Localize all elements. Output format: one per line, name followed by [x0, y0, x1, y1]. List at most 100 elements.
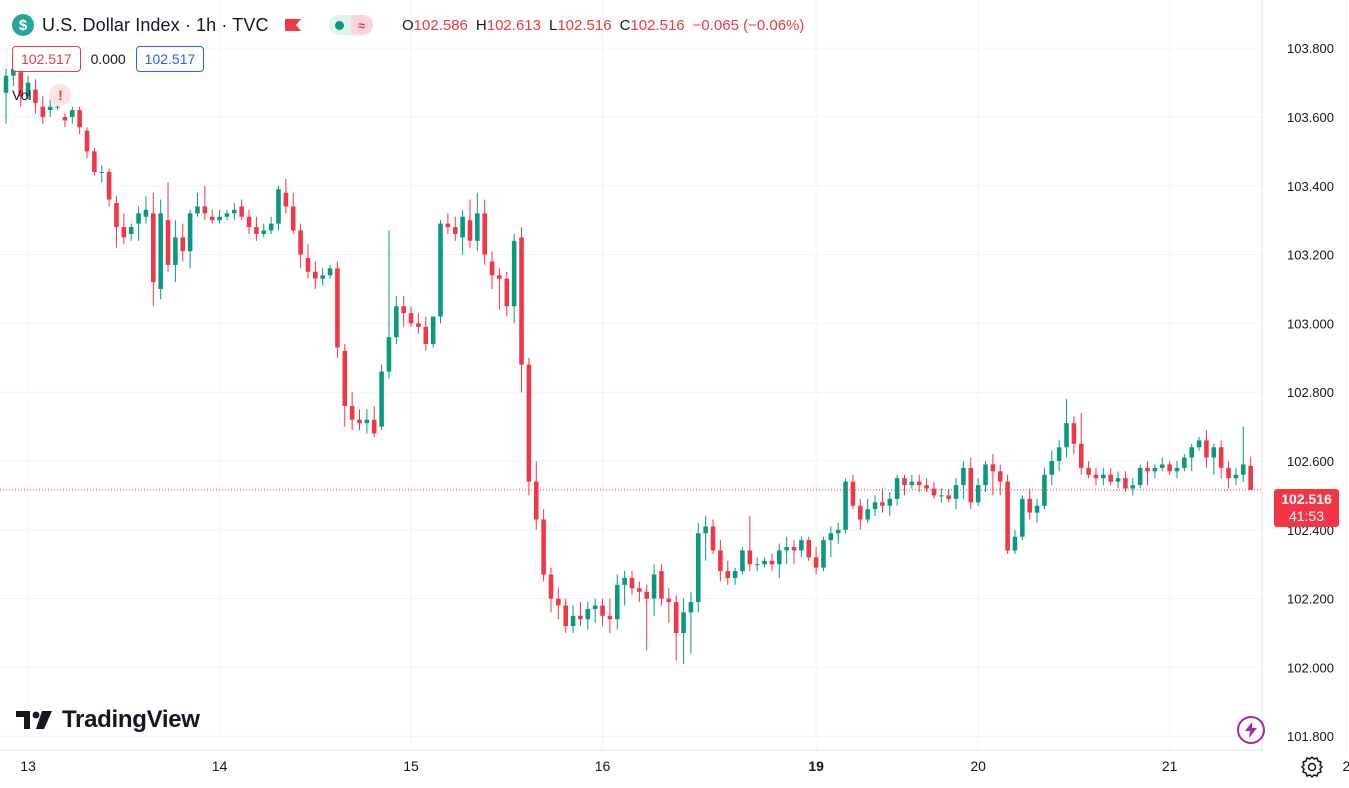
candle-body: [902, 478, 907, 486]
close-value: 102.516: [630, 17, 685, 34]
candle-body: [320, 275, 325, 279]
candle-body: [92, 151, 97, 173]
candle: [835, 522, 841, 544]
candle-body: [570, 615, 576, 627]
buy-button[interactable]: 102.517: [135, 46, 205, 72]
candle-body: [953, 485, 959, 499]
candle: [165, 182, 171, 272]
market-status-pill[interactable]: ≈: [328, 15, 373, 35]
time-tick-label: 19: [808, 758, 824, 774]
candle-body: [467, 220, 473, 241]
candle: [313, 261, 318, 289]
candle: [261, 223, 267, 238]
candle: [592, 598, 598, 623]
candle-body: [99, 172, 105, 174]
flag-icon[interactable]: [284, 19, 301, 31]
volume-label[interactable]: Vol: [12, 87, 32, 103]
candle-body: [526, 364, 532, 482]
candle-body: [254, 227, 259, 234]
candle-body: [909, 481, 915, 486]
candle-body: [106, 172, 112, 200]
candle-body: [408, 313, 414, 324]
bolt-icon[interactable]: [1237, 716, 1265, 744]
candle: [62, 113, 68, 128]
gear-icon[interactable]: [1300, 754, 1324, 778]
low-label: L: [548, 17, 558, 34]
candle-body: [423, 326, 429, 345]
candle: [622, 571, 627, 606]
candle: [887, 491, 893, 517]
candle-body: [357, 419, 362, 424]
candle-body: [261, 230, 267, 234]
candle: [276, 185, 281, 231]
candle-body: [335, 268, 340, 348]
candle-body: [924, 485, 929, 489]
market-open-icon: [328, 15, 351, 35]
candle-body: [143, 209, 149, 217]
candle-body: [799, 540, 804, 551]
candle-body: [777, 550, 782, 565]
candle: [1174, 461, 1180, 479]
candle-body: [401, 306, 406, 314]
candle-body: [637, 588, 642, 592]
candle-body: [1049, 461, 1055, 475]
candle: [975, 478, 981, 506]
candle: [25, 75, 31, 100]
candle-body: [541, 519, 546, 575]
warning-icon[interactable]: !: [49, 84, 72, 106]
candle: [394, 295, 399, 345]
candle-body: [1204, 440, 1209, 458]
candle-body: [835, 529, 841, 534]
candle: [1189, 443, 1195, 472]
candle-body: [1218, 447, 1224, 468]
candle-body: [732, 571, 738, 578]
candle-body: [165, 220, 171, 265]
candle-body: [283, 192, 289, 207]
candle-body: [1071, 423, 1077, 444]
candle: [77, 106, 82, 135]
candle: [290, 192, 296, 234]
candle-body: [695, 533, 701, 603]
candle-body: [482, 213, 487, 255]
candle-body: [460, 216, 465, 238]
candle: [438, 220, 443, 324]
candle: [254, 216, 259, 241]
candle-body: [195, 206, 200, 214]
sell-button[interactable]: 102.517: [12, 46, 81, 72]
symbol-title[interactable]: U.S. Dollar Index · 1h · TVC: [42, 14, 269, 35]
candle: [1012, 529, 1018, 554]
candle-body: [1233, 474, 1239, 479]
candle: [430, 316, 436, 348]
time-tick-label: 2: [1342, 758, 1349, 774]
candle-body: [1056, 447, 1062, 462]
time-axis[interactable]: 13 14 15 16 19 20 21 2: [0, 749, 1349, 774]
candle: [1204, 430, 1209, 468]
candle-body: [961, 467, 966, 486]
candle-body: [1196, 440, 1202, 448]
dollar-symbol-icon[interactable]: $: [12, 14, 34, 36]
candle-body: [327, 268, 333, 276]
price-axis[interactable]: 103.800 103.600 103.400 103.200 103.000 102.8…: [1261, 0, 1334, 750]
candle: [732, 567, 738, 585]
chart-header: $ U.S. Dollar Index · 1h · TVC ≈: [12, 12, 373, 38]
candle-body: [497, 275, 502, 279]
candle-body: [1027, 498, 1032, 513]
candle: [386, 230, 392, 379]
tradingview-logo[interactable]: TradingView: [16, 706, 200, 734]
candle: [828, 526, 834, 558]
candle-body: [342, 350, 348, 406]
candle-body: [644, 591, 650, 599]
candle-body: [1123, 478, 1128, 489]
candle-body: [475, 213, 480, 241]
candle-body: [659, 571, 664, 599]
candle: [659, 564, 664, 606]
candle-body: [1078, 443, 1084, 468]
candle: [769, 553, 775, 572]
candle: [1071, 416, 1077, 455]
candle: [305, 244, 311, 279]
candle: [445, 213, 451, 234]
candle: [872, 495, 878, 517]
candle-body: [1108, 474, 1113, 482]
